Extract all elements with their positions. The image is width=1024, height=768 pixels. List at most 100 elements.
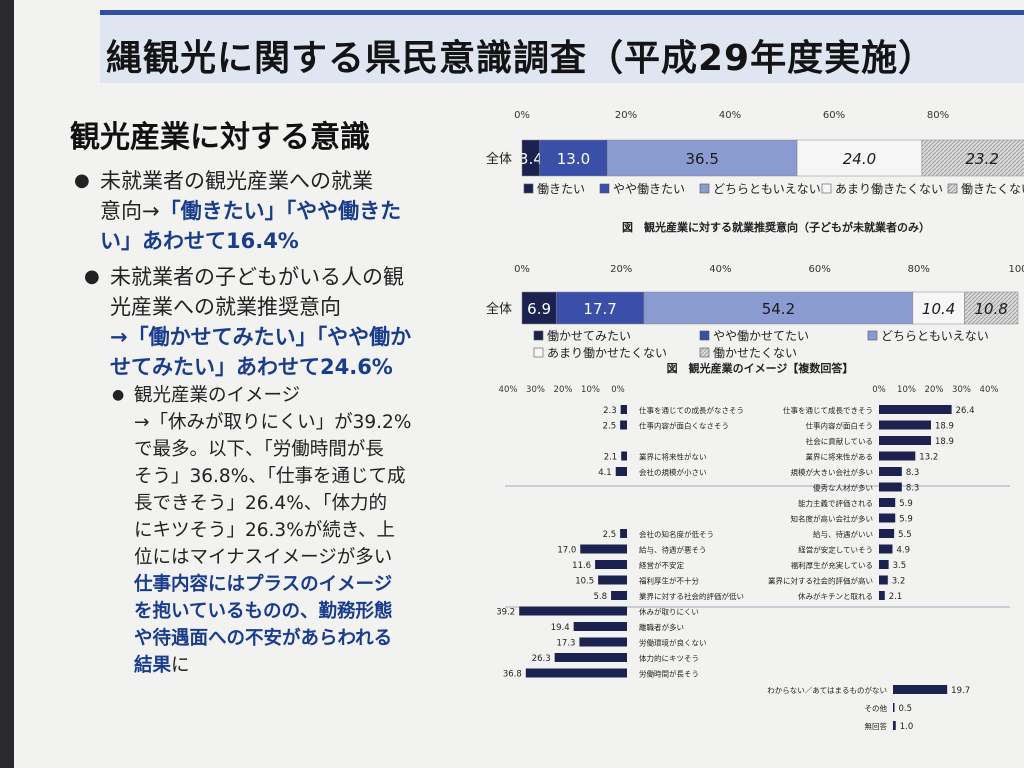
value-label: 18.9 bbox=[935, 422, 954, 432]
right-bar bbox=[879, 560, 889, 569]
category-label: 全体 bbox=[486, 301, 512, 317]
data-label: 10.8 bbox=[975, 300, 1008, 318]
category-label: 業界に将来性がある bbox=[806, 452, 874, 462]
bullet-employment-intent: ● 未就業者の観光産業への就業 意向→「働きたい」「やや働きた い」あわせて16… bbox=[74, 166, 401, 256]
extra-bar bbox=[893, 721, 896, 730]
right-bar bbox=[879, 451, 916, 461]
value-label: 26.3 bbox=[532, 654, 551, 664]
value-label: 18.9 bbox=[935, 437, 954, 447]
conclusion-line: や待遇面への不安があらわれる bbox=[134, 628, 393, 649]
category-label: 全体 bbox=[486, 151, 512, 167]
axis-tick-label: 20% bbox=[610, 264, 632, 275]
axis-tick-label: 10% bbox=[581, 385, 600, 395]
document-page bbox=[14, 0, 1024, 768]
category-label: 無回答 bbox=[865, 721, 888, 731]
axis-tick-label: 20% bbox=[554, 385, 573, 395]
page-title: 縄観光に関する県民意識調査（平成29年度実施） bbox=[106, 38, 936, 79]
left-bar bbox=[621, 451, 627, 461]
category-label: わからない／あてはまるものがない bbox=[767, 685, 887, 695]
data-label: 17.7 bbox=[583, 300, 616, 318]
extra-bar bbox=[893, 703, 895, 712]
legend-swatch bbox=[821, 183, 832, 194]
right-bar bbox=[879, 436, 931, 445]
value-label: 19.7 bbox=[951, 686, 970, 696]
axis-tick-label: 80% bbox=[908, 264, 930, 275]
category-label: 給与、待遇が悪そう bbox=[639, 545, 707, 555]
bullet-recommend-intent: ● 未就業者の子どもがいる人の観 光産業への就業推奨意向 →「働かせてみたい」「… bbox=[84, 262, 411, 382]
left-bar bbox=[579, 637, 627, 647]
highlight-text: い」あわせて16.4% bbox=[100, 229, 299, 253]
legend-label: やや働きたい bbox=[613, 182, 685, 196]
data-label: 3.4 bbox=[519, 150, 543, 168]
conclusion-line: 仕事内容にはプラスのイメージ bbox=[134, 574, 393, 595]
axis-tick-label: 30% bbox=[952, 385, 971, 395]
category-label: 知名度が高い会社が多い bbox=[791, 514, 874, 524]
value-label: 4.9 bbox=[896, 546, 910, 556]
category-label: 福利厚生が不十分 bbox=[639, 576, 699, 586]
chart-title: 図 観光産業のイメージ【複数回答】 bbox=[667, 361, 854, 375]
axis-tick-label: 0% bbox=[514, 110, 530, 121]
data-label: 23.2 bbox=[965, 150, 998, 168]
value-label: 10.5 bbox=[575, 577, 594, 587]
text-line: 意向→「働きたい」「やや働きた bbox=[100, 196, 401, 226]
legend-label: やや働かせてたい bbox=[713, 329, 809, 343]
highlight-text: 「働きたい」「やや働きた bbox=[159, 199, 402, 223]
left-bar bbox=[580, 544, 627, 554]
value-label: 5.9 bbox=[899, 499, 913, 509]
text-line: 未就業者の観光産業への就業 bbox=[100, 169, 373, 193]
category-label: 仕事内容が面白そう bbox=[806, 421, 874, 431]
category-label: 社会に貢献している bbox=[806, 436, 873, 446]
text-line: →「休みが取りにくい」が39.2% bbox=[134, 412, 412, 433]
value-label: 2.1 bbox=[604, 453, 618, 463]
text-line: にキツそう」26.3%が続き、上 bbox=[134, 520, 395, 541]
bullet-dot-icon: ● bbox=[74, 170, 90, 191]
stacked-bar-segment bbox=[643, 291, 914, 325]
axis-tick-label: 40% bbox=[499, 385, 518, 395]
data-label: 6.9 bbox=[527, 300, 551, 318]
axis-tick-label: 60% bbox=[808, 264, 830, 275]
category-label: 体力的にキツそう bbox=[639, 653, 699, 663]
axis-tick-label: 40% bbox=[980, 385, 999, 395]
axis-tick-label: 60% bbox=[823, 110, 845, 121]
axis-tick-label: 0% bbox=[514, 264, 530, 275]
value-label: 4.1 bbox=[598, 468, 612, 478]
axis-tick-label: 40% bbox=[719, 110, 741, 121]
left-bar bbox=[525, 668, 627, 678]
right-bar bbox=[879, 529, 895, 538]
category-label: 仕事内容が面白くなさそう bbox=[639, 421, 729, 431]
left-bar bbox=[620, 405, 627, 414]
axis-tick-label: 30% bbox=[526, 385, 545, 395]
right-bar bbox=[879, 575, 888, 585]
legend-swatch bbox=[947, 183, 958, 194]
value-label: 3.5 bbox=[893, 561, 907, 571]
value-label: 5.5 bbox=[898, 530, 912, 540]
value-label: 36.8 bbox=[503, 670, 522, 680]
right-bar bbox=[879, 420, 931, 430]
text-span: 意向→ bbox=[100, 199, 160, 223]
category-label: 規模が大きい会社が多い bbox=[791, 467, 874, 477]
chart-title: 図 観光産業に対する就業推奨意向（子どもが未就業者のみ） bbox=[622, 220, 930, 234]
value-label: 8.3 bbox=[906, 484, 920, 494]
value-label: 17.3 bbox=[556, 639, 575, 649]
left-bar bbox=[598, 575, 627, 585]
text-line: 長できそう」26.4%、「体力的 bbox=[134, 493, 388, 514]
category-label: 経営が安定していそう bbox=[798, 545, 873, 555]
conclusion-line: を抱いているものの、勤務形態 bbox=[134, 601, 393, 622]
text-span: に bbox=[171, 655, 190, 676]
category-label: 会社の知名度が低そう bbox=[639, 529, 714, 539]
data-label: 13.0 bbox=[557, 150, 590, 168]
text-line: 位にはマイナスイメージが多い bbox=[134, 547, 393, 568]
extra-bar bbox=[893, 685, 948, 694]
left-bar bbox=[519, 606, 627, 616]
data-label: 24.0 bbox=[843, 150, 876, 168]
data-label: 10.4 bbox=[922, 300, 955, 318]
bullet-dot-icon: ● bbox=[112, 387, 125, 403]
category-label: 業界に対する社会的評価が高い bbox=[768, 576, 873, 586]
left-bar bbox=[554, 653, 627, 662]
axis-tick-label: 100 bbox=[1008, 264, 1024, 275]
legend-swatch bbox=[699, 183, 710, 194]
legend-swatch bbox=[533, 347, 544, 358]
category-label: 経営が不安定 bbox=[639, 560, 684, 570]
legend-label: どちらともいえない bbox=[881, 329, 989, 343]
